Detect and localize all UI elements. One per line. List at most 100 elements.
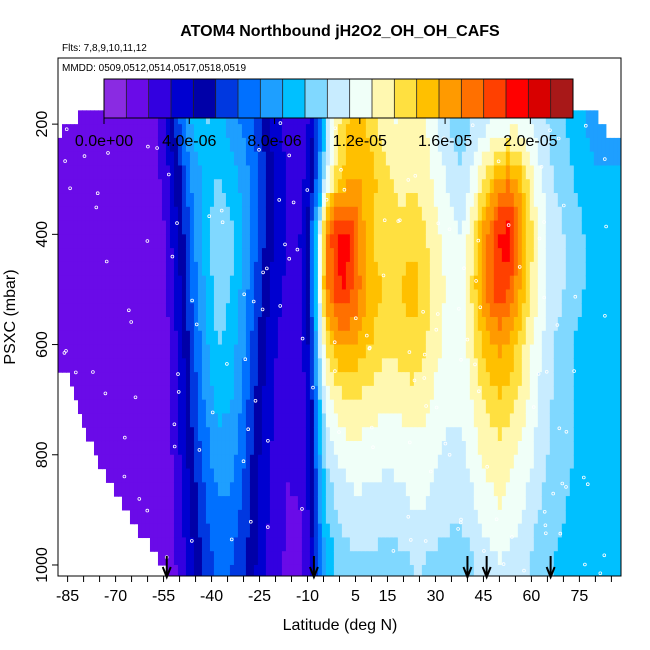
heatmap-cell <box>62 248 67 263</box>
heatmap-cell <box>501 372 507 387</box>
heatmap-cell <box>265 234 271 249</box>
heatmap-cell <box>357 275 363 291</box>
heatmap-cell <box>177 358 183 373</box>
heatmap-cell <box>609 523 615 539</box>
heatmap-cell <box>605 220 611 235</box>
heatmap-cell <box>373 399 379 415</box>
heatmap-cell <box>493 330 499 346</box>
heatmap-cell <box>577 248 583 263</box>
heatmap-cell <box>301 551 307 566</box>
heatmap-cell <box>189 289 195 304</box>
heatmap-cell <box>505 165 511 180</box>
heatmap-cell <box>405 537 411 552</box>
heatmap-cell <box>565 564 571 576</box>
heatmap-cell <box>169 496 175 511</box>
observation-point <box>434 405 439 410</box>
heatmap-cell <box>529 206 535 222</box>
heatmap-cell <box>393 165 399 180</box>
heatmap-cell <box>317 234 323 249</box>
heatmap-cell <box>585 248 591 263</box>
heatmap-cell <box>429 523 435 539</box>
heatmap-cell <box>413 137 419 153</box>
heatmap-cell <box>257 275 263 291</box>
heatmap-cell <box>181 234 187 249</box>
heatmap-cell <box>58 179 63 194</box>
heatmap-cell <box>161 124 167 139</box>
heatmap-cell <box>161 372 167 387</box>
heatmap-cell <box>461 317 467 332</box>
heatmap-cell <box>421 399 427 415</box>
heatmap-cell <box>165 440 171 456</box>
heatmap-cell <box>517 385 523 401</box>
heatmap-cell <box>581 206 587 222</box>
heatmap-cell <box>493 193 499 208</box>
heatmap-cell <box>209 564 215 576</box>
heatmap-cell <box>197 551 203 566</box>
heatmap-cell <box>585 468 591 483</box>
heatmap-cell <box>109 468 115 483</box>
heatmap-cell <box>77 399 83 415</box>
colorbar-ticks: 0.0e+00 4.0e-06 8.0e-06 1.2e-05 1.6e-05 2.0e-… <box>75 118 558 150</box>
heatmap-cell <box>253 248 259 263</box>
heatmap-cell <box>589 385 595 401</box>
observation-point <box>564 485 568 489</box>
heatmap-cell <box>449 317 455 332</box>
heatmap-cell <box>325 344 331 359</box>
heatmap-cell <box>581 275 587 291</box>
heatmap-cell <box>293 454 299 470</box>
heatmap-cell <box>597 372 603 387</box>
heatmap-cell <box>453 537 459 552</box>
heatmap-cell <box>613 496 619 511</box>
heatmap-cell <box>461 248 467 263</box>
heatmap-cell <box>265 509 271 525</box>
heatmap-cell <box>465 234 471 249</box>
heatmap-cell <box>609 193 615 208</box>
heatmap-cell <box>573 496 579 511</box>
heatmap-cell <box>401 193 407 208</box>
heatmap-cell <box>497 317 503 332</box>
heatmap-cell <box>557 537 563 552</box>
heatmap-cell <box>465 427 471 442</box>
heatmap-cell <box>305 454 311 470</box>
heatmap-cell <box>373 496 379 511</box>
heatmap-cell <box>241 496 247 511</box>
heatmap-cell <box>145 440 151 456</box>
heatmap-cell <box>113 317 119 332</box>
heatmap-cell <box>233 179 239 194</box>
heatmap-cell <box>581 564 587 576</box>
heatmap-cell <box>549 124 555 139</box>
heatmap-cell <box>469 330 475 346</box>
heatmap-cell <box>213 179 219 194</box>
heatmap-cell <box>273 523 279 539</box>
heatmap-cell <box>469 317 475 332</box>
heatmap-cell <box>277 427 283 442</box>
heatmap-cell <box>285 151 291 167</box>
heatmap-cell <box>397 165 403 180</box>
heatmap-cell <box>81 179 87 194</box>
heatmap-cell <box>81 399 87 415</box>
heatmap-cell <box>409 220 415 235</box>
heatmap-cell <box>393 261 399 277</box>
heatmap-cell <box>573 551 579 566</box>
heatmap-cell <box>561 289 567 304</box>
heatmap-cell <box>121 234 127 249</box>
heatmap-cell <box>521 385 527 401</box>
heatmap-cell <box>85 110 91 125</box>
heatmap-cell <box>489 537 495 552</box>
heatmap-cell <box>313 330 319 346</box>
heatmap-cell <box>129 220 135 235</box>
heatmap-cell <box>297 537 303 552</box>
heatmap-cell <box>229 523 235 539</box>
heatmap-cell <box>521 344 527 359</box>
heatmap-cell <box>169 509 175 525</box>
heatmap-cell <box>301 427 307 442</box>
heatmap-cell <box>521 317 527 332</box>
heatmap-cell <box>125 482 131 497</box>
heatmap-cell <box>461 234 467 249</box>
heatmap-cell <box>585 261 591 277</box>
heatmap-cell <box>173 165 179 180</box>
heatmap-cell <box>229 482 235 497</box>
heatmap-cell <box>405 220 411 235</box>
heatmap-cell <box>261 124 267 139</box>
heatmap-cell <box>365 234 371 249</box>
